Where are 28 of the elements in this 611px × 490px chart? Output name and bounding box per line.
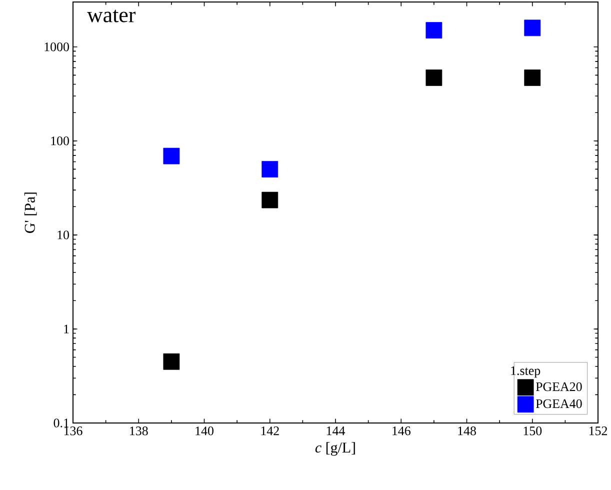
point <box>426 69 442 86</box>
y-tick-label: 0.1 <box>54 418 69 428</box>
x-tick-label: 136 <box>64 426 82 436</box>
x-tick-label: 144 <box>326 426 346 436</box>
point <box>524 69 541 86</box>
legend-label: PGEA40 <box>536 399 582 408</box>
point <box>524 20 541 36</box>
point <box>163 148 180 164</box>
y-tick-label: 100 <box>51 136 69 146</box>
x-tick-label: 142 <box>261 426 279 436</box>
x-axis-title: c [g/L] <box>315 442 355 456</box>
annotation: water <box>87 10 136 22</box>
x-tick-label: 140 <box>196 426 214 436</box>
y-axis-title: G' [Pa] <box>24 192 37 233</box>
point <box>163 353 180 370</box>
x-tick-label: 138 <box>130 426 148 436</box>
legend-title: 1.step <box>511 366 540 378</box>
x-tick-label: 146 <box>392 426 410 436</box>
x-tick-label: 152 <box>589 426 608 436</box>
x-tick-label: 150 <box>524 426 542 436</box>
point <box>262 192 278 208</box>
point <box>262 161 278 178</box>
legend-label: PGEA20 <box>536 382 582 392</box>
x-tick-label: 148 <box>458 426 476 436</box>
y-tick-label: 10 <box>58 230 69 240</box>
y-tick-label: 1000 <box>44 42 69 52</box>
point <box>426 22 442 39</box>
y-tick-label: 1 <box>64 324 69 334</box>
